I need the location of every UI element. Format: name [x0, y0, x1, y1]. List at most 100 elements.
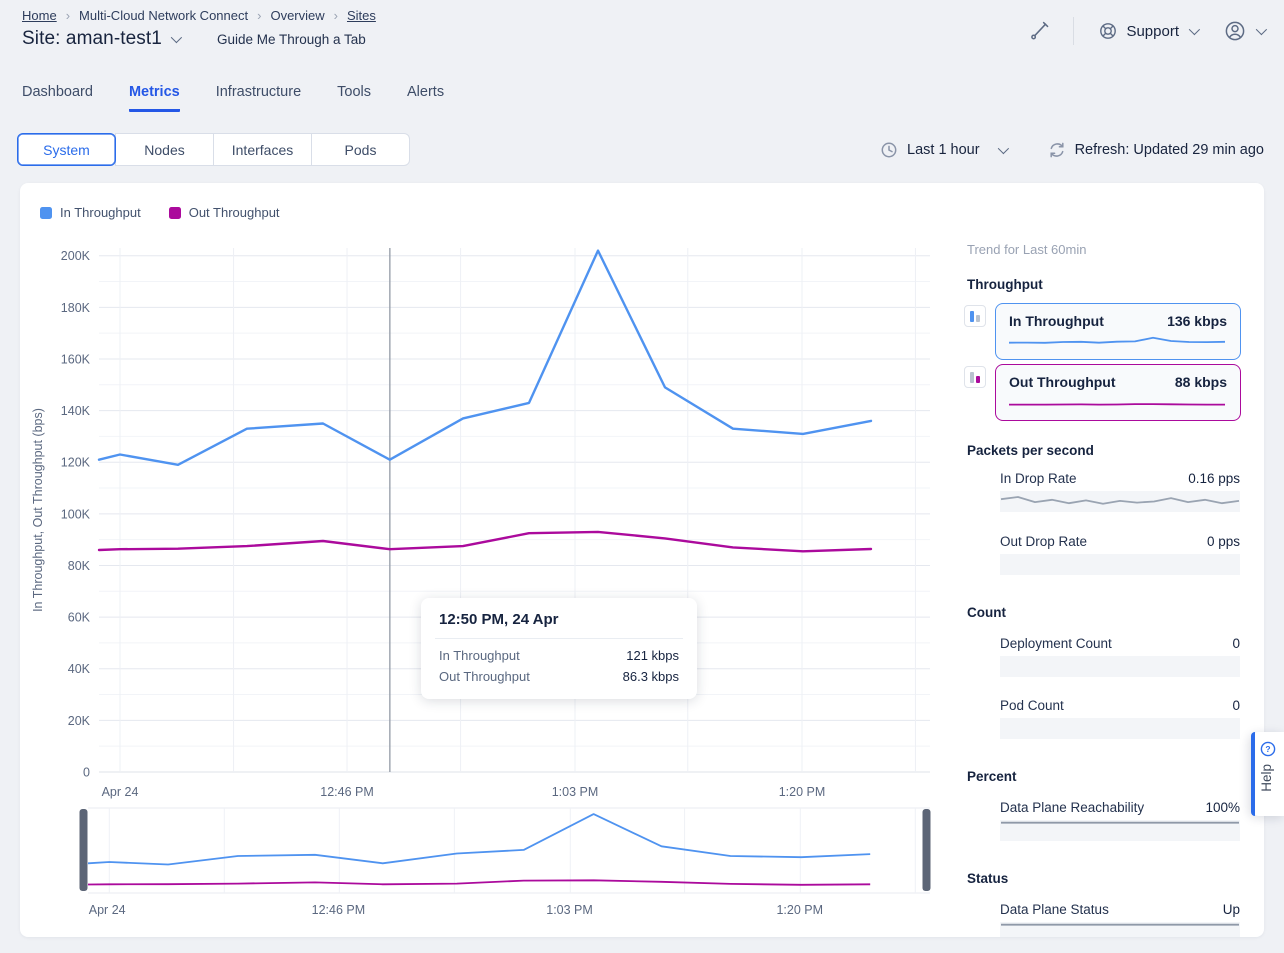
legend-out-throughput[interactable]: Out Throughput [169, 205, 280, 220]
subtab-system[interactable]: System [17, 133, 116, 166]
chart-tooltip: 12:50 PM, 24 Apr In Throughput 121 kbps … [421, 598, 697, 699]
tooltip-label: Out Throughput [439, 669, 530, 684]
tab-dashboard[interactable]: Dashboard [22, 84, 93, 112]
tooltip-row: Out Throughput 86.3 kbps [439, 669, 679, 684]
svg-text:1:20 PM: 1:20 PM [776, 903, 823, 917]
svg-text:20K: 20K [68, 714, 91, 728]
metric-value: 0.16 pps [1188, 471, 1240, 486]
brush-handle-left[interactable] [80, 809, 88, 891]
chevron-down-icon[interactable] [171, 32, 182, 43]
breadcrumb-home[interactable]: Home [22, 8, 57, 23]
out-throughput-sparkline [1008, 396, 1226, 413]
breadcrumb-overview[interactable]: Overview [270, 8, 324, 23]
section-count: Count [967, 605, 1006, 620]
metric-deployment-count: Deployment Count0 [1000, 636, 1240, 677]
metric-data-plane-reachability: Data Plane Reachability100% [1000, 800, 1240, 841]
metric-label: Data Plane Status [1000, 902, 1109, 917]
chart-legend: In Throughput Out Throughput [40, 205, 280, 220]
breadcrumb-sites[interactable]: Sites [347, 8, 376, 23]
page-title: Site: aman-test1 [22, 28, 162, 50]
breadcrumb-separator: › [257, 8, 261, 23]
tooltip-value: 121 kbps [626, 648, 679, 663]
subtab-interfaces[interactable]: Interfaces [213, 133, 312, 166]
svg-text:120K: 120K [61, 456, 91, 470]
subtab-nodes[interactable]: Nodes [115, 133, 214, 166]
section-throughput: Throughput [967, 277, 1043, 292]
in-throughput-card[interactable]: In Throughput 136 kbps [995, 303, 1241, 360]
metric-label: Out Throughput [1009, 374, 1116, 390]
svg-text:1:03 PM: 1:03 PM [546, 903, 593, 917]
section-percent: Percent [967, 769, 1017, 784]
guide-me-link[interactable]: Guide Me Through a Tab [217, 32, 366, 47]
svg-text:1:03 PM: 1:03 PM [552, 785, 599, 799]
metric-value: 136 kbps [1167, 313, 1227, 329]
breadcrumb-separator: › [66, 8, 70, 23]
question-mark-icon: ? [1260, 741, 1276, 757]
svg-text:0: 0 [83, 766, 90, 780]
tooltip-label: In Throughput [439, 648, 520, 663]
tooltip-value: 86.3 kbps [623, 669, 679, 684]
tab-infrastructure[interactable]: Infrastructure [216, 84, 301, 112]
metrics-subtabs: System Nodes Interfaces Pods [17, 133, 410, 166]
header-actions: Support [1029, 16, 1264, 46]
refresh-status-text: Refresh: Updated 29 min ago [1075, 142, 1264, 158]
tab-metrics[interactable]: Metrics [129, 84, 180, 112]
lifebuoy-icon [1098, 21, 1118, 41]
time-range-select[interactable]: Last 1 hour [880, 141, 1006, 159]
pod-count-sparkline [1000, 718, 1240, 739]
sparkline-box [1000, 922, 1240, 937]
section-packets-per-second: Packets per second [967, 443, 1094, 458]
refresh-button[interactable]: Refresh: Updated 29 min ago [1048, 141, 1264, 159]
support-menu[interactable]: Support [1098, 21, 1197, 41]
metric-label: Deployment Count [1000, 636, 1112, 651]
tab-tools[interactable]: Tools [337, 84, 371, 112]
in-drop-rate-sparkline [1000, 491, 1240, 512]
legend-swatch-in [40, 207, 52, 219]
metric-out-drop-rate: Out Drop Rate0 pps [1000, 534, 1240, 575]
sparkline-box [1000, 656, 1240, 677]
subtab-pods[interactable]: Pods [311, 133, 410, 166]
metric-in-drop-rate: In Drop Rate 0.16 pps [1000, 471, 1240, 512]
svg-text:12:46 PM: 12:46 PM [320, 785, 374, 799]
help-label: Help [1259, 764, 1274, 792]
edit-pencil-icon[interactable] [1029, 20, 1051, 42]
chevron-down-icon [1189, 24, 1200, 35]
svg-text:40K: 40K [68, 662, 91, 676]
out-throughput-card[interactable]: Out Throughput 88 kbps [995, 364, 1241, 421]
svg-text:1:20 PM: 1:20 PM [779, 785, 826, 799]
metric-value: 0 pps [1207, 534, 1240, 549]
account-menu[interactable] [1223, 19, 1264, 43]
metric-label: In Drop Rate [1000, 471, 1077, 486]
bar-chart-icon [970, 372, 974, 383]
header-divider [1073, 17, 1074, 45]
sparkline-box [1000, 491, 1240, 512]
chart-controls: Last 1 hour Refresh: Updated 29 min ago [880, 134, 1264, 165]
brush-handle-right[interactable] [923, 809, 931, 891]
sparkline-box [1000, 554, 1240, 575]
metrics-card: In Throughput Out Throughput 020K40K60K8… [20, 183, 1264, 937]
bar-chart-icon [976, 376, 980, 383]
legend-swatch-out [169, 207, 181, 219]
metric-label: Data Plane Reachability [1000, 800, 1144, 815]
legend-label: Out Throughput [189, 205, 280, 220]
svg-text:Apr 24: Apr 24 [102, 785, 139, 799]
tooltip-title: 12:50 PM, 24 Apr [439, 611, 679, 628]
in-throughput-sparkline [1008, 335, 1226, 352]
breadcrumb-mcnc[interactable]: Multi-Cloud Network Connect [79, 8, 248, 23]
user-avatar-icon [1223, 19, 1247, 43]
metric-value: 0 [1232, 698, 1240, 713]
svg-text:160K: 160K [61, 352, 91, 366]
bar-chart-icon [976, 315, 980, 322]
breadcrumb-separator: › [334, 8, 338, 23]
section-status: Status [967, 871, 1008, 886]
help-button[interactable]: ? Help [1251, 732, 1284, 816]
chart-type-toggle-out[interactable] [964, 366, 986, 388]
page: Home › Multi-Cloud Network Connect › Ove… [0, 0, 1284, 953]
svg-text:In Throughput, Out Throughput: In Throughput, Out Throughput (bps) [31, 408, 45, 612]
breadcrumb: Home › Multi-Cloud Network Connect › Ove… [22, 8, 376, 23]
legend-in-throughput[interactable]: In Throughput [40, 205, 141, 220]
chart-type-toggle-in[interactable] [964, 305, 986, 327]
svg-text:12:46 PM: 12:46 PM [312, 903, 366, 917]
chevron-down-icon [997, 142, 1008, 153]
tab-alerts[interactable]: Alerts [407, 84, 444, 112]
